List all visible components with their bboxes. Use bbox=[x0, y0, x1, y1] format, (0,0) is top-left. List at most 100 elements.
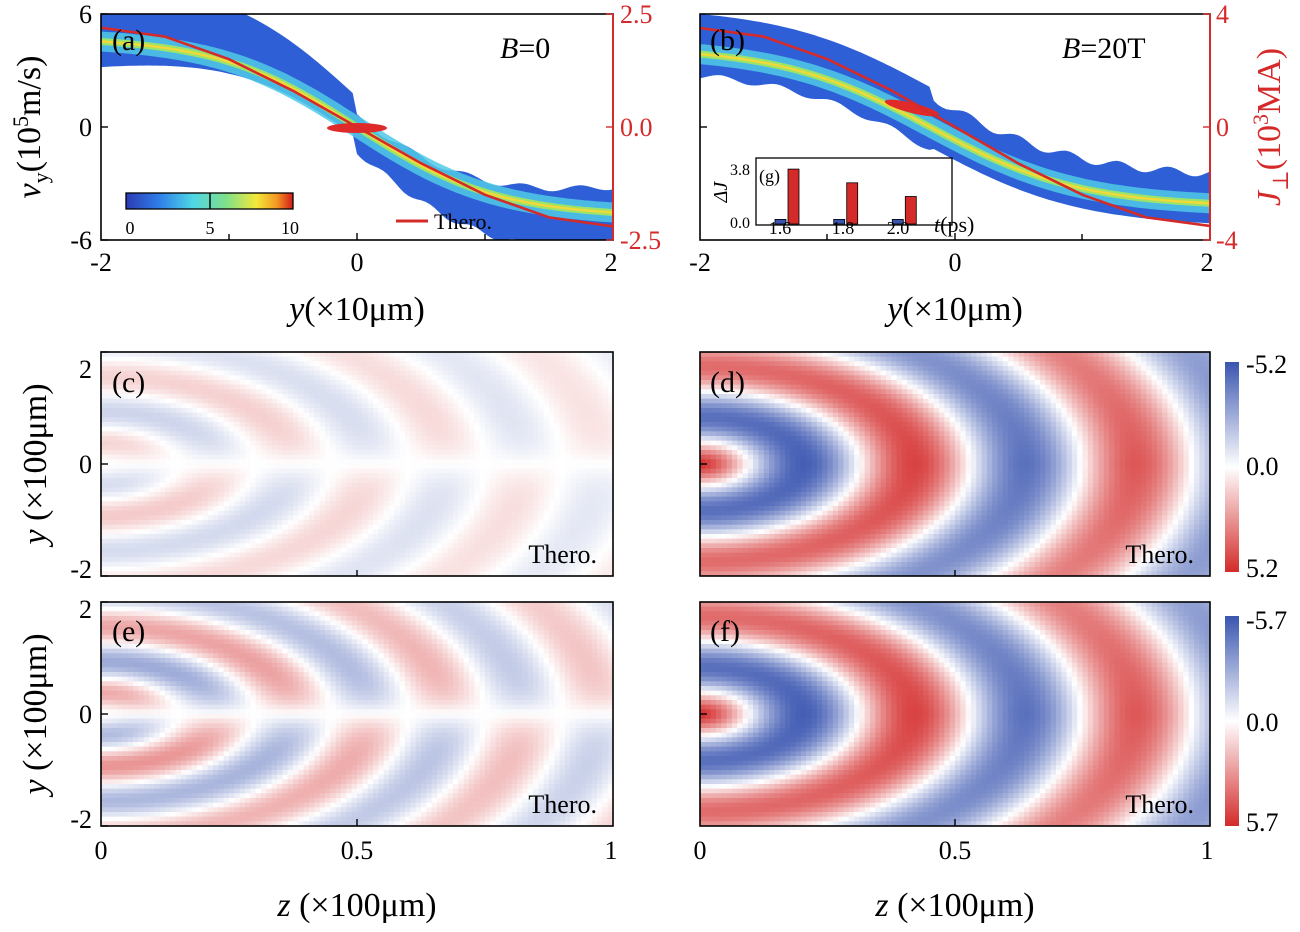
c-field-cell bbox=[330, 366, 337, 372]
c-field-cell bbox=[533, 478, 539, 484]
c-field-cell bbox=[250, 492, 257, 498]
c-field-cell bbox=[229, 459, 235, 465]
d-field-cell bbox=[737, 356, 744, 362]
c-field-cell bbox=[202, 571, 209, 576]
c-field-cell bbox=[517, 487, 523, 493]
c-field-cell bbox=[522, 557, 529, 563]
c-field-cell bbox=[186, 436, 193, 442]
c-field-cell bbox=[533, 524, 539, 530]
c-field-cell bbox=[101, 389, 107, 395]
c-field-cell bbox=[570, 562, 577, 568]
c-field-cell bbox=[357, 366, 363, 372]
c-field-cell bbox=[277, 436, 283, 442]
c-field-cell bbox=[202, 506, 209, 512]
c-field-cell bbox=[399, 356, 406, 362]
c-field-cell bbox=[293, 426, 299, 432]
c-field-cell bbox=[303, 356, 310, 362]
c-field-cell bbox=[517, 375, 523, 381]
c-field-cell bbox=[298, 389, 305, 395]
c-field-cell bbox=[255, 520, 262, 526]
d-field-cell bbox=[1114, 356, 1121, 362]
c-field-cell bbox=[325, 352, 331, 358]
c-field-cell bbox=[357, 520, 363, 526]
c-field-cell bbox=[330, 492, 337, 498]
c-field-cell bbox=[453, 543, 459, 549]
c-field-cell bbox=[383, 370, 390, 376]
c-field-cell bbox=[447, 482, 454, 488]
d-field-cell bbox=[1077, 356, 1084, 362]
c-field-cell bbox=[138, 529, 145, 535]
c-field-cell bbox=[607, 459, 613, 465]
c-field-cell bbox=[463, 375, 470, 381]
c-field-cell bbox=[549, 548, 555, 554]
c-field-cell bbox=[373, 450, 379, 456]
c-field-cell bbox=[213, 445, 219, 451]
c-field-cell bbox=[447, 492, 454, 498]
c-field-cell bbox=[527, 366, 534, 372]
c-field-cell bbox=[501, 552, 507, 558]
c-field-cell bbox=[330, 515, 337, 521]
c-field-cell bbox=[517, 408, 523, 414]
c-field-cell bbox=[341, 366, 347, 372]
c-field-cell bbox=[485, 566, 491, 572]
c-field-cell bbox=[463, 394, 470, 400]
c-field-cell bbox=[602, 450, 609, 456]
c-field-cell bbox=[314, 501, 321, 507]
c-field-cell bbox=[421, 552, 427, 558]
c-field-cell bbox=[346, 436, 353, 442]
c-field-cell bbox=[207, 501, 214, 507]
c-field-cell bbox=[159, 524, 166, 530]
c-field-cell bbox=[554, 356, 561, 362]
c-field-cell bbox=[479, 566, 486, 572]
c-field-cell bbox=[186, 487, 193, 493]
c-field-cell bbox=[250, 520, 257, 526]
c-field-cell bbox=[586, 417, 593, 423]
c-field-cell bbox=[271, 478, 278, 484]
c-field-cell bbox=[575, 487, 582, 493]
c-field-cell bbox=[442, 361, 449, 367]
c-field-cell bbox=[122, 482, 129, 488]
c-field-cell bbox=[463, 398, 470, 404]
panel-g-xlabel: t(ps) bbox=[934, 212, 974, 237]
c-field-cell bbox=[591, 398, 598, 404]
c-field-cell bbox=[431, 510, 438, 516]
c-field-cell bbox=[426, 431, 433, 437]
c-field-cell bbox=[325, 534, 331, 540]
c-field-cell bbox=[581, 557, 587, 563]
c-field-cell bbox=[277, 506, 283, 512]
c-field-cell bbox=[111, 436, 118, 442]
c-field-cell bbox=[485, 529, 491, 535]
c-field-cell bbox=[362, 543, 369, 549]
panel-b-xtick-label: 2 bbox=[1201, 248, 1214, 277]
c-field-cell bbox=[501, 436, 507, 442]
c-field-cell bbox=[447, 468, 454, 474]
d-field-cell bbox=[939, 356, 945, 362]
c-field-cell bbox=[127, 380, 134, 386]
c-field-cell bbox=[159, 496, 166, 502]
d-field-cell bbox=[1151, 361, 1158, 367]
c-field-cell bbox=[485, 473, 491, 479]
c-field-cell bbox=[597, 422, 603, 428]
c-field-cell bbox=[527, 562, 534, 568]
c-field-cell bbox=[474, 478, 481, 484]
c-field-cell bbox=[213, 352, 219, 358]
c-field-cell bbox=[277, 524, 283, 530]
c-field-cell bbox=[202, 398, 209, 404]
c-field-cell bbox=[554, 380, 561, 386]
panel-b-heatmap bbox=[700, 14, 1210, 228]
c-field-cell bbox=[383, 361, 390, 367]
c-field-cell bbox=[458, 398, 465, 404]
c-field-cell bbox=[197, 548, 203, 554]
d-field-cell bbox=[795, 361, 802, 367]
c-field-cell bbox=[127, 426, 134, 432]
c-field-cell bbox=[474, 534, 481, 540]
c-field-cell bbox=[549, 534, 555, 540]
d-field-cell bbox=[917, 356, 924, 362]
d-field-cell bbox=[843, 356, 850, 362]
c-field-cell bbox=[458, 366, 465, 372]
c-field-cell bbox=[575, 552, 582, 558]
c-field-cell bbox=[431, 524, 438, 530]
c-field-cell bbox=[175, 506, 182, 512]
panel-b-annotation: B=20T bbox=[1062, 32, 1146, 65]
c-field-cell bbox=[159, 417, 166, 423]
